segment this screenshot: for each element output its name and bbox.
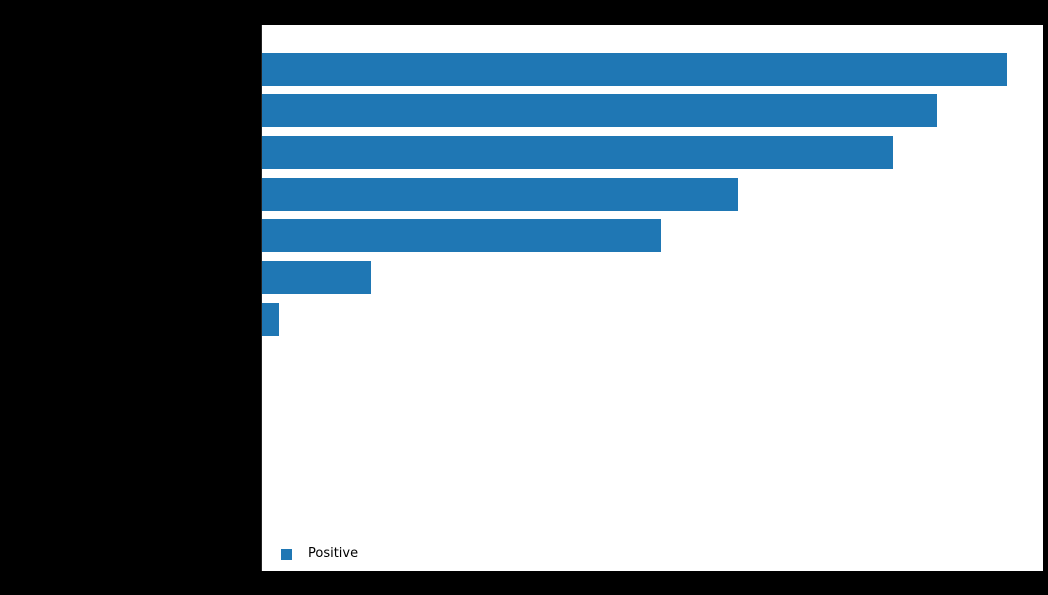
- bar-row-3: [262, 135, 893, 169]
- bar-row-6: [262, 261, 371, 295]
- bar-row-2: [262, 94, 937, 128]
- bar-row-5: [262, 219, 661, 253]
- bar-row-7: [262, 302, 279, 336]
- bar-row-1: [262, 52, 1007, 86]
- legend-swatch-icon: [281, 548, 292, 560]
- plot-area: Positive: [261, 25, 1043, 571]
- legend-label-positive: Positive: [308, 546, 359, 561]
- legend: Positive: [281, 546, 358, 562]
- bar-row-4: [262, 177, 738, 211]
